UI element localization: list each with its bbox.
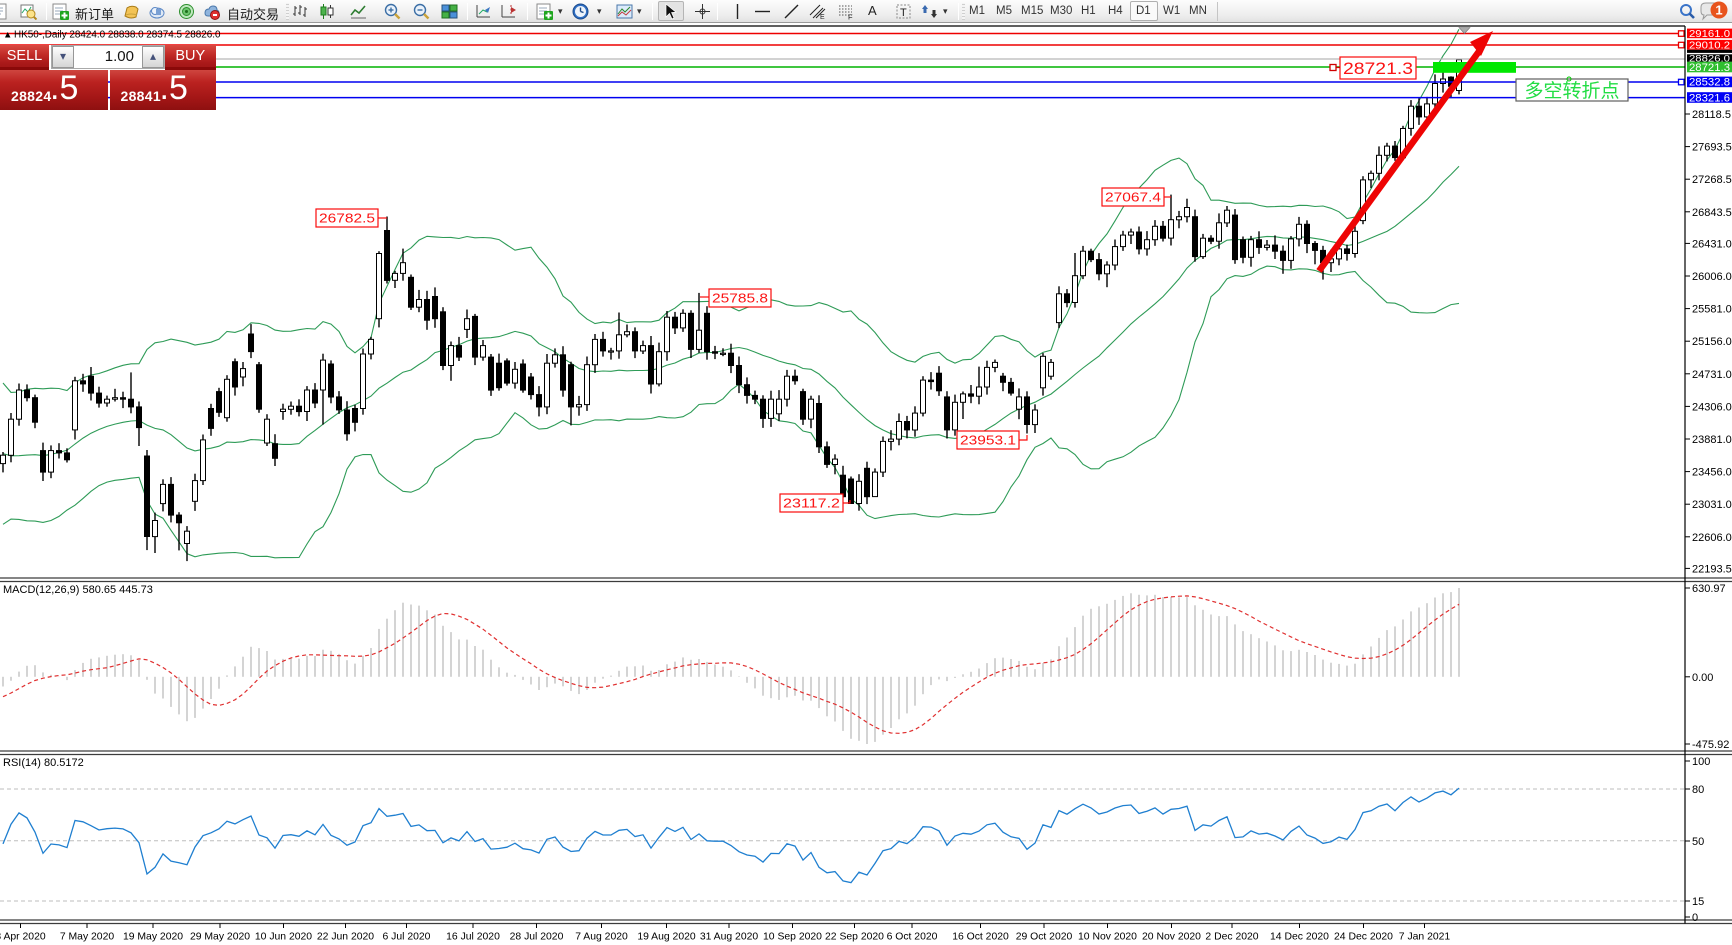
svg-text:24306.0: 24306.0 xyxy=(1692,401,1732,413)
svg-text:6 Jul 2020: 6 Jul 2020 xyxy=(383,932,431,943)
svg-text:23031.0: 23031.0 xyxy=(1692,499,1732,511)
svg-text:T: T xyxy=(900,7,907,19)
svg-text:16 Oct 2020: 16 Oct 2020 xyxy=(952,932,1009,943)
svg-text:7 May 2020: 7 May 2020 xyxy=(60,932,115,943)
svg-text:0.00: 0.00 xyxy=(1692,672,1713,684)
svg-text:24 Dec 2020: 24 Dec 2020 xyxy=(1334,932,1393,943)
svg-text:多空转折点: 多空转折点 xyxy=(1524,80,1619,102)
svg-text:26431.0: 26431.0 xyxy=(1692,238,1732,250)
svg-text:23117.2: 23117.2 xyxy=(783,496,840,511)
svg-text:27268.5: 27268.5 xyxy=(1692,174,1732,186)
svg-text:28532.8: 28532.8 xyxy=(1689,77,1730,89)
svg-text:6 Oct 2020: 6 Oct 2020 xyxy=(887,932,938,943)
svg-text:20 Nov 2020: 20 Nov 2020 xyxy=(1142,932,1201,943)
svg-text:23456.0: 23456.0 xyxy=(1692,467,1732,479)
svg-text:3 Apr 2020: 3 Apr 2020 xyxy=(0,932,46,943)
svg-text:0: 0 xyxy=(1692,912,1698,924)
svg-text:14 Dec 2020: 14 Dec 2020 xyxy=(1270,932,1329,943)
svg-text:RSI(14) 80.5172: RSI(14) 80.5172 xyxy=(3,757,84,769)
svg-text:27693.5: 27693.5 xyxy=(1692,142,1732,154)
svg-text:HK50-,Daily 28424.0 28838.0 2: HK50-,Daily 28424.0 28838.0 28374.5 2882… xyxy=(14,30,221,41)
svg-text:28321.6: 28321.6 xyxy=(1689,92,1730,104)
svg-text:24731.0: 24731.0 xyxy=(1692,369,1732,381)
svg-text:29010.2: 29010.2 xyxy=(1689,40,1730,51)
svg-text:28721.3: 28721.3 xyxy=(1689,62,1730,74)
svg-text:29161.0: 29161.0 xyxy=(1689,29,1730,40)
svg-text:7 Aug 2020: 7 Aug 2020 xyxy=(575,932,628,943)
svg-text:22 Sep 2020: 22 Sep 2020 xyxy=(825,932,884,943)
svg-text:50: 50 xyxy=(1692,836,1704,848)
svg-text:630.97: 630.97 xyxy=(1692,583,1726,595)
svg-text:10 Sep 2020: 10 Sep 2020 xyxy=(763,932,822,943)
svg-text:100: 100 xyxy=(1692,756,1710,768)
svg-text:28826.0: 28826.0 xyxy=(1689,54,1730,65)
svg-text:▲: ▲ xyxy=(3,30,12,41)
svg-text:-475.92: -475.92 xyxy=(1692,739,1729,751)
svg-text:25785.8: 25785.8 xyxy=(712,291,768,306)
svg-text:25156.0: 25156.0 xyxy=(1692,336,1732,348)
svg-text:26843.5: 26843.5 xyxy=(1692,207,1732,219)
svg-text:28721.3: 28721.3 xyxy=(1343,59,1413,78)
svg-text:E: E xyxy=(820,14,825,20)
svg-text:MACD(12,26,9) 580.65 445.73: MACD(12,26,9) 580.65 445.73 xyxy=(3,584,153,596)
svg-text:29 May 2020: 29 May 2020 xyxy=(190,932,250,943)
svg-text:2 Dec 2020: 2 Dec 2020 xyxy=(1205,932,1258,943)
svg-text:7 Jan 2021: 7 Jan 2021 xyxy=(1399,932,1451,943)
svg-text:27067.4: 27067.4 xyxy=(1105,190,1161,205)
svg-text:22193.5: 22193.5 xyxy=(1692,563,1732,575)
svg-text:10 Nov 2020: 10 Nov 2020 xyxy=(1078,932,1137,943)
svg-text:28 Jul 2020: 28 Jul 2020 xyxy=(510,932,564,943)
svg-text:1: 1 xyxy=(1715,3,1722,18)
svg-text:F: F xyxy=(848,13,853,21)
svg-text:15: 15 xyxy=(1692,896,1704,908)
svg-text:10 Jun 2020: 10 Jun 2020 xyxy=(255,932,312,943)
svg-text:25581.0: 25581.0 xyxy=(1692,304,1732,316)
svg-text:23953.1: 23953.1 xyxy=(960,433,1016,448)
svg-text:16 Jul 2020: 16 Jul 2020 xyxy=(446,932,500,943)
svg-text:80: 80 xyxy=(1692,784,1704,796)
svg-text:31 Aug 2020: 31 Aug 2020 xyxy=(700,932,759,943)
svg-text:22 Jun 2020: 22 Jun 2020 xyxy=(317,932,374,943)
svg-text:19 Aug 2020: 19 Aug 2020 xyxy=(637,932,696,943)
svg-text:26006.0: 26006.0 xyxy=(1692,271,1732,283)
svg-text:22606.0: 22606.0 xyxy=(1692,532,1732,544)
svg-text:19 May 2020: 19 May 2020 xyxy=(123,932,183,943)
svg-text:23881.0: 23881.0 xyxy=(1692,434,1732,446)
svg-text:28118.5: 28118.5 xyxy=(1692,109,1731,121)
svg-text:29 Oct 2020: 29 Oct 2020 xyxy=(1016,932,1073,943)
svg-text:26782.5: 26782.5 xyxy=(319,211,375,226)
